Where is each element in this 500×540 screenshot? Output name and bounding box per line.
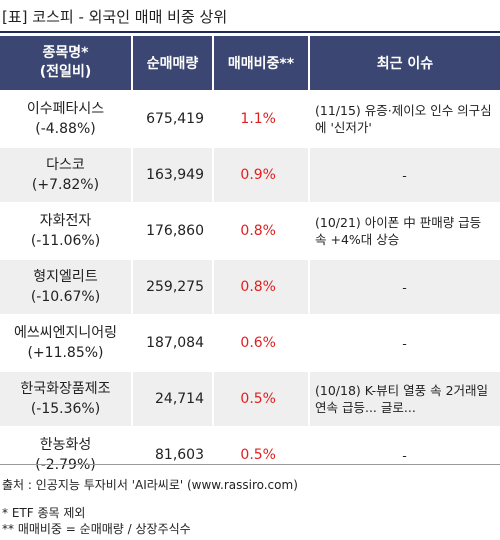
ratio-note: ** 매매비중 = 순매매량 / 상장주식수: [2, 522, 191, 536]
table-row: 자화전자 (-11.06%) 176,860 0.8% (10/21) 아이폰 中 판매…: [0, 202, 500, 258]
trade-ratio: 0.5%: [214, 426, 310, 482]
trade-ratio: 0.8%: [214, 202, 310, 258]
table-row: 다스코 (+7.82%) 163,949 0.9% -: [0, 146, 500, 202]
title-divider: [0, 31, 500, 33]
table-row: 에쓰씨엔지니어링 (+11.85%) 187,084 0.6% -: [0, 314, 500, 370]
recent-issue: (10/21) 아이폰 中 판매량 급등 속 +4%대 상승: [310, 202, 500, 258]
recent-issue: -: [310, 314, 500, 370]
net-volume: 187,084: [133, 314, 214, 370]
stock-name-cell: 에쓰씨엔지니어링 (+11.85%): [0, 314, 133, 370]
net-volume: 163,949: [133, 146, 214, 202]
header-ratio: 매매비중**: [214, 36, 310, 90]
stock-name: 한농화성: [39, 437, 92, 453]
table-row: 이수페타시스 (-4.88%) 675,419 1.1% (11/15) 유증·제이오 …: [0, 90, 500, 146]
stock-name: 자화전자: [39, 213, 92, 229]
source-note: 출처 : 인공지능 투자비서 'AI라씨로' (www.rassiro.com): [2, 478, 298, 492]
stock-name-cell: 형지엘리트 (-10.67%): [0, 258, 133, 314]
etf-note: * ETF 종목 제외: [2, 506, 86, 520]
trade-ratio: 0.6%: [214, 314, 310, 370]
stock-change: (-4.88%): [35, 121, 96, 137]
header-name-line1: 종목명*: [42, 45, 89, 61]
foreign-trading-table: 종목명* (전일비) 순매매량 매매비중** 최근 이슈 이수페타시스 (-4.8…: [0, 36, 500, 482]
recent-issue: (11/15) 유증·제이오 인수 의구심에 '신저가': [310, 90, 500, 146]
stock-change: (+11.85%): [27, 345, 104, 361]
header-name: 종목명* (전일비): [0, 36, 133, 90]
net-volume: 675,419: [133, 90, 214, 146]
trade-ratio: 1.1%: [214, 90, 310, 146]
table-title: [표] 코스피 - 외국인 매매 비중 상위: [2, 8, 228, 26]
table-row: 한농화성 (-2.79%) 81,603 0.5% -: [0, 426, 500, 482]
trade-ratio: 0.8%: [214, 258, 310, 314]
recent-issue: -: [310, 146, 500, 202]
stock-name-cell: 자화전자 (-11.06%): [0, 202, 133, 258]
net-volume: 24,714: [133, 370, 214, 426]
header-volume: 순매매량: [133, 36, 214, 90]
stock-name-cell: 다스코 (+7.82%): [0, 146, 133, 202]
table-bottom-divider: [0, 464, 500, 465]
stock-name: 에쓰씨엔지니어링: [13, 325, 118, 341]
stock-change: (-10.67%): [30, 289, 101, 305]
table-row: 한국화장품제조 (-15.36%) 24,714 0.5% (10/18) K-뷰티 열…: [0, 370, 500, 426]
stock-name-cell: 이수페타시스 (-4.88%): [0, 90, 133, 146]
stock-name-cell: 한국화장품제조 (-15.36%): [0, 370, 133, 426]
stock-change: (-15.36%): [30, 401, 101, 417]
stock-change: (-2.79%): [35, 457, 96, 473]
header-issue: 최근 이슈: [310, 36, 500, 90]
net-volume: 176,860: [133, 202, 214, 258]
recent-issue: -: [310, 426, 500, 482]
trade-ratio: 0.5%: [214, 370, 310, 426]
recent-issue: -: [310, 258, 500, 314]
stock-change: (-11.06%): [30, 233, 101, 249]
stock-name: 한국화장품제조: [20, 381, 111, 397]
trade-ratio: 0.9%: [214, 146, 310, 202]
net-volume: 81,603: [133, 426, 214, 482]
stock-change: (+7.82%): [31, 177, 100, 193]
table-row: 형지엘리트 (-10.67%) 259,275 0.8% -: [0, 258, 500, 314]
stock-name-cell: 한농화성 (-2.79%): [0, 426, 133, 482]
stock-name: 형지엘리트: [33, 269, 98, 285]
header-name-line2: (전일비): [39, 64, 92, 80]
header-row: 종목명* (전일비) 순매매량 매매비중** 최근 이슈: [0, 36, 500, 90]
stock-name: 이수페타시스: [26, 101, 105, 117]
stock-name: 다스코: [46, 157, 85, 173]
recent-issue: (10/18) K-뷰티 열풍 속 2거래일 연속 급등... 글로...: [310, 370, 500, 426]
net-volume: 259,275: [133, 258, 214, 314]
